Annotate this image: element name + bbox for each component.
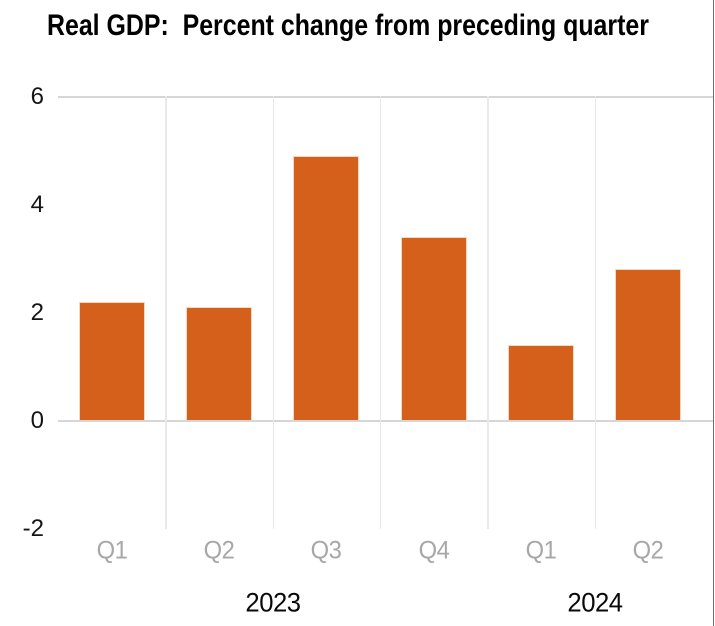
vertical-gridline (379, 96, 382, 529)
bar-q1-2023 (78, 301, 145, 421)
x-tick-label: Q2 (203, 536, 235, 565)
vertical-gridline (594, 96, 596, 529)
zero-axis-line (58, 420, 713, 422)
y-tick-label: 0 (30, 406, 44, 434)
vertical-gridline (165, 96, 167, 529)
bar-q2-2024 (615, 269, 682, 421)
x-tick-label: Q1 (525, 536, 557, 565)
vertical-gridline (487, 96, 489, 529)
bar-q4-2023 (400, 236, 467, 421)
window-right-border (712, 0, 714, 626)
y-tick-label: 2 (30, 298, 44, 326)
bar-q2-2023 (185, 307, 252, 421)
x-tick-label: Q3 (310, 536, 342, 565)
x-tick-label: Q4 (418, 536, 449, 565)
top-gridline (58, 96, 713, 98)
x-tick-label: Q2 (632, 536, 664, 565)
vertical-gridline (272, 96, 275, 529)
y-tick-label: 6 (30, 82, 44, 110)
year-label: 2024 (566, 587, 623, 618)
bar-q1-2024 (507, 344, 574, 421)
y-tick-label: -2 (22, 514, 44, 542)
chart-title: Real GDP: Percent change from preceding … (47, 9, 649, 42)
x-tick-label: Q1 (96, 536, 128, 565)
bar-q3-2023 (293, 155, 360, 421)
year-label: 2023 (245, 587, 301, 618)
y-tick-label: 4 (30, 190, 44, 218)
